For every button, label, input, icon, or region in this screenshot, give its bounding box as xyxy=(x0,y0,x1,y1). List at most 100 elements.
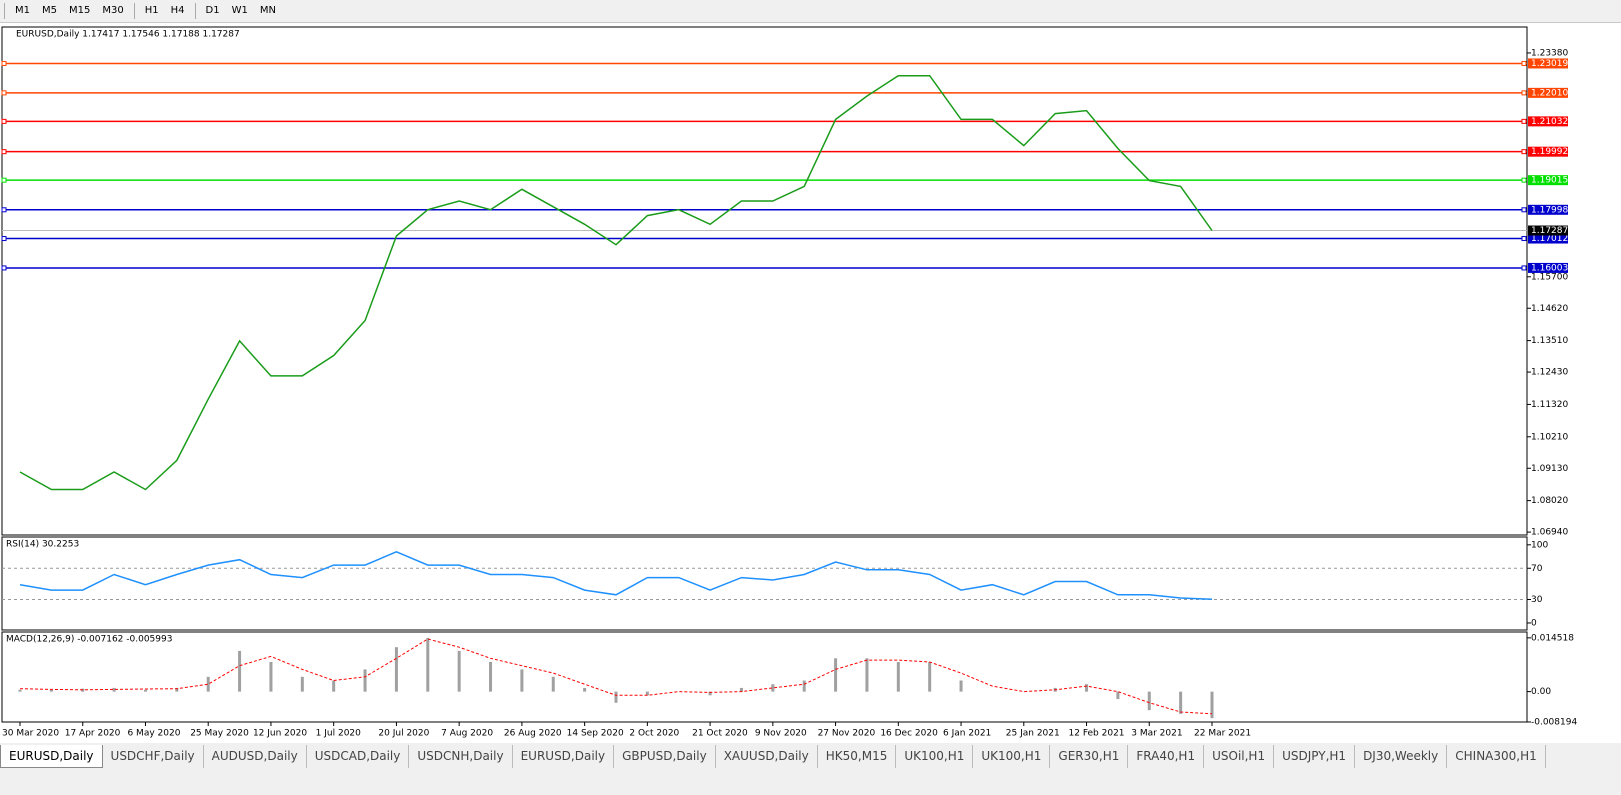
chart-tab[interactable]: DJ30,Weekly xyxy=(1355,745,1448,768)
macd-bar xyxy=(896,662,900,692)
chart-tab[interactable]: USDCNH,Daily xyxy=(409,745,513,768)
macd-bar xyxy=(865,658,869,692)
macd-bar xyxy=(771,684,775,692)
chart-tab[interactable]: USOil,H1 xyxy=(1204,745,1275,768)
level-label: 1.17998 xyxy=(1531,205,1568,215)
level-label: 1.19015 xyxy=(1531,176,1568,186)
level-handle xyxy=(1,265,7,271)
x-tick-label: 12 Jun 2020 xyxy=(253,729,307,739)
level-label: 1.21032 xyxy=(1531,117,1568,127)
y-tick-label: 1.08020 xyxy=(1531,496,1568,506)
x-tick-label: 26 Aug 2020 xyxy=(504,729,562,739)
chart-tab[interactable]: UK100,H1 xyxy=(973,745,1051,768)
panel-title: MACD(12,26,9) -0.007162 -0.005993 xyxy=(6,635,172,645)
macd-bar xyxy=(112,687,116,692)
timeframe-button[interactable]: H4 xyxy=(170,5,185,16)
y-tick-label: 0 xyxy=(1531,618,1537,628)
chart-tab[interactable]: GBPUSD,Daily xyxy=(614,745,716,768)
y-tick-label: 1.12430 xyxy=(1531,368,1568,378)
y-tick-label: 100 xyxy=(1531,540,1548,550)
level-handle xyxy=(1,90,7,96)
macd-bar xyxy=(1116,691,1120,700)
chart-tab[interactable]: GER30,H1 xyxy=(1050,745,1129,768)
level-label: 1.19992 xyxy=(1531,147,1568,157)
y-tick-label: -0.008194 xyxy=(1531,717,1577,727)
y-tick-label: 30 xyxy=(1531,595,1543,605)
separator xyxy=(194,3,196,19)
y-tick-label: 0.014518 xyxy=(1531,633,1574,643)
chart-tab[interactable]: EURUSD,Daily xyxy=(513,745,615,768)
level-label: 1.17012 xyxy=(1531,234,1568,244)
separator xyxy=(133,3,135,19)
macd-bar xyxy=(802,680,806,692)
macd-bar xyxy=(18,689,22,692)
level-handle xyxy=(1521,236,1527,242)
macd-bar xyxy=(1210,691,1214,719)
level-label-box xyxy=(1528,87,1568,98)
chart-tab[interactable]: UK100,H1 xyxy=(896,745,974,768)
timeframe-button[interactable]: H1 xyxy=(144,5,159,16)
chart-background xyxy=(0,23,1621,743)
y-tick-label: 1.13510 xyxy=(1531,336,1568,346)
level-label-box xyxy=(1528,116,1568,127)
chart-tab[interactable]: USDJPY,H1 xyxy=(1274,745,1356,768)
level-handle xyxy=(1521,149,1527,155)
level-handle xyxy=(1,236,7,242)
macd-bar xyxy=(551,676,555,692)
y-tick-label: 1.10210 xyxy=(1531,432,1568,442)
x-tick-label: 20 Jul 2020 xyxy=(378,729,429,739)
level-label-box xyxy=(1528,146,1568,157)
x-tick-label: 30 Mar 2020 xyxy=(2,729,59,739)
level-handle xyxy=(1521,207,1527,213)
timeframe-button[interactable]: MN xyxy=(259,5,276,16)
level-label-box xyxy=(1528,204,1568,215)
chart-window: EURUSD,Daily 1.17417 1.17546 1.17188 1.1… xyxy=(0,23,1621,743)
timeframe-button[interactable]: M5 xyxy=(42,5,57,16)
timeframe-button[interactable]: M15 xyxy=(69,5,91,16)
level-handle xyxy=(1521,118,1527,124)
chart-tab[interactable]: HK50,M15 xyxy=(818,745,897,768)
level-label-box xyxy=(1528,175,1568,186)
x-tick-label: 1 Jul 2020 xyxy=(316,729,361,739)
level-label-box xyxy=(1528,262,1568,273)
current-price-label: 1.17287 xyxy=(1531,226,1568,236)
macd-bar xyxy=(143,689,147,692)
timeframe-button[interactable]: M1 xyxy=(15,5,30,16)
macd-bar xyxy=(1179,691,1183,714)
macd-bar xyxy=(49,689,53,692)
chart-tab[interactable]: EURUSD,Daily xyxy=(0,745,103,768)
y-tick-label: 0.00 xyxy=(1531,687,1551,697)
level-label: 1.23019 xyxy=(1531,59,1568,69)
timeframe-button[interactable]: W1 xyxy=(231,5,248,16)
macd-bar xyxy=(708,691,712,696)
macd-bar xyxy=(489,662,493,692)
macd-bar xyxy=(834,658,838,692)
macd-bar xyxy=(520,669,524,692)
level-label: 1.16003 xyxy=(1531,263,1568,273)
chart-tab[interactable]: CHINA300,H1 xyxy=(1447,745,1546,768)
level-handle xyxy=(1521,177,1527,183)
panel-title: EURUSD,Daily 1.17417 1.17546 1.17188 1.1… xyxy=(16,30,240,40)
timeframe-toolbar: M1 M5 M15 M30 H1 H4 D1 W1 MN xyxy=(0,0,1621,23)
panel-frame xyxy=(1,26,1528,536)
macd-bar xyxy=(238,650,242,692)
chart-tab[interactable]: USDCAD,Daily xyxy=(307,745,410,768)
signal-line xyxy=(19,638,1213,715)
timeframe-button[interactable]: M30 xyxy=(102,5,124,16)
level-label-box xyxy=(1528,233,1568,244)
macd-bar xyxy=(645,691,649,696)
macd-bar xyxy=(426,637,430,692)
timeframe-button[interactable]: D1 xyxy=(205,5,220,16)
macd-bar xyxy=(206,676,210,692)
y-tick-label: 1.23380 xyxy=(1531,48,1568,58)
macd-bar xyxy=(614,691,618,703)
chart-tab[interactable]: USDCHF,Daily xyxy=(103,745,204,768)
x-tick-label: 7 Aug 2020 xyxy=(441,729,493,739)
level-handle xyxy=(1,149,7,155)
chart-tab[interactable]: FRA40,H1 xyxy=(1128,745,1205,768)
x-tick-label: 22 Mar 2021 xyxy=(1194,729,1251,739)
chart-tab[interactable]: XAUUSD,Daily xyxy=(716,745,818,768)
macd-bar xyxy=(583,687,587,692)
chart-tab[interactable]: AUDUSD,Daily xyxy=(204,745,307,768)
